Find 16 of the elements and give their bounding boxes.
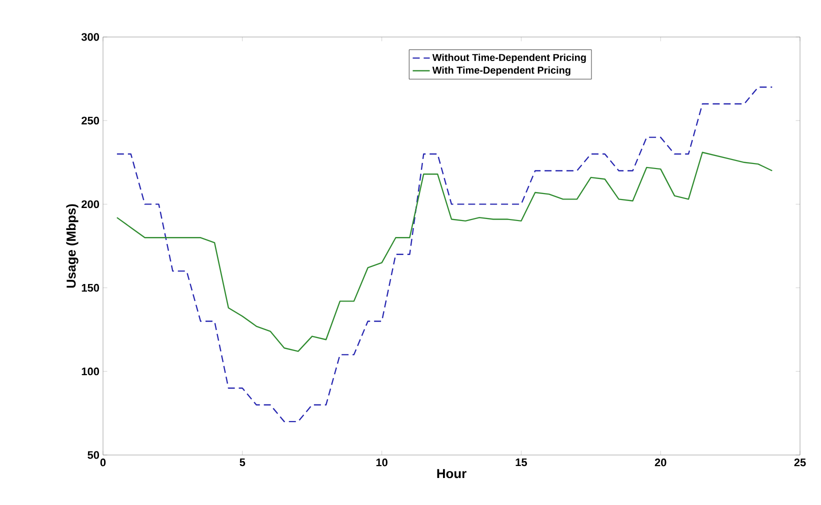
x-tick-label: 10 bbox=[376, 458, 388, 466]
y-tick-label: 200 bbox=[82, 200, 100, 208]
y-tick-label: 300 bbox=[81, 33, 100, 41]
x-tick-label: 25 bbox=[794, 458, 806, 466]
x-tick-label: 15 bbox=[516, 458, 527, 466]
x-tick-label: 0 bbox=[100, 458, 106, 466]
x-tick-label: 20 bbox=[654, 458, 666, 466]
x-axis-title: Hour bbox=[437, 469, 466, 478]
y-tick-label: 250 bbox=[82, 116, 100, 124]
x-tick-label: 5 bbox=[240, 458, 246, 466]
y-axis-title: Usage (Mbps) bbox=[66, 204, 78, 288]
y-tick-label: 100 bbox=[82, 368, 100, 376]
y-tick-label: 150 bbox=[82, 284, 100, 292]
legend-label: Without Time-Dependent Pricing bbox=[432, 54, 586, 64]
y-tick-label: 50 bbox=[88, 451, 100, 459]
legend-label: With Time-Dependent Pricing bbox=[432, 66, 570, 76]
